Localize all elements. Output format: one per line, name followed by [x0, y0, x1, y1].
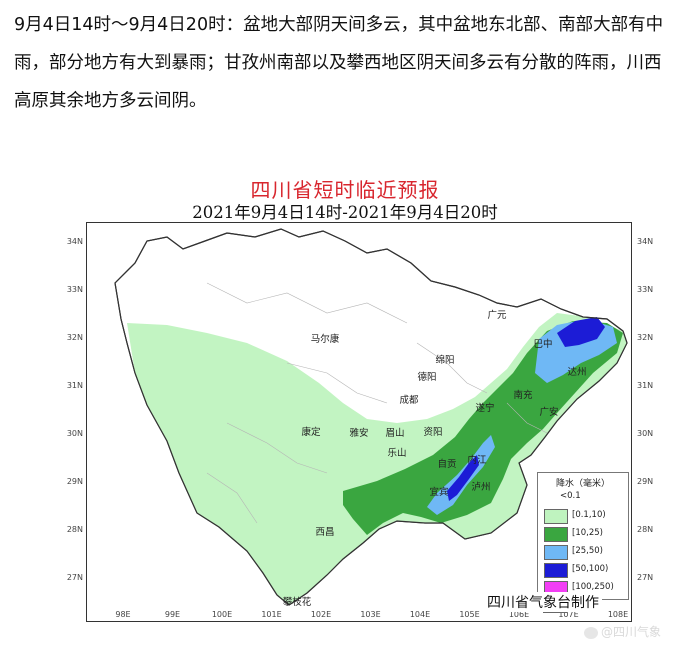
city-label: 马尔康 — [311, 333, 340, 345]
forecast-map: 34N 33N 32N 31N 30N 29N 28N 27N 34N 33N 32N 31N 30N… — [67, 222, 653, 622]
rain-area-storm-south — [447, 455, 479, 501]
legend-item-label: [0.1,10) — [572, 510, 606, 520]
longitude-label: 101E — [261, 610, 281, 619]
city-label: 遂宁 — [475, 402, 494, 414]
latitude-label: 32N — [67, 333, 83, 342]
latitude-label: 27N — [67, 573, 83, 582]
city-label: 达州 — [567, 366, 586, 378]
longitude-label: 102E — [311, 610, 331, 619]
forecast-description: 9月4日14时～9月4日20时：盆地大部阴天间多云，其中盆地东北部、南部大部有中… — [14, 15, 664, 111]
legend-item: [0.1,10) — [544, 509, 628, 524]
weibo-icon — [584, 626, 598, 639]
legend-item: [50,100) — [544, 563, 628, 578]
city-label: 巴中 — [533, 338, 552, 350]
longitude-label: 99E — [165, 610, 180, 619]
latitude-label: 29N — [637, 477, 653, 486]
city-label: 广元 — [487, 309, 507, 321]
city-label: 乐山 — [387, 447, 406, 459]
legend-item: [25,50) — [544, 545, 628, 560]
city-label: 绵阳 — [435, 354, 454, 366]
longitude-label: 98E — [115, 610, 130, 619]
city-label: 成都 — [399, 394, 419, 406]
longitude-label: 103E — [360, 610, 380, 619]
city-label: 泸州 — [471, 482, 490, 493]
city-label: 西昌 — [315, 527, 334, 538]
rain-area-storm-north — [557, 317, 605, 347]
watermark-text: @四川气象 — [601, 625, 662, 639]
longitude-label: 107E — [558, 610, 578, 619]
legend-title: 降水（毫米） — [555, 479, 610, 489]
longitude-label: 105E — [459, 610, 479, 619]
latitude-label: 33N — [637, 285, 653, 294]
map-title: 四川省短时临近预报 — [250, 178, 440, 202]
latitude-label: 27N — [637, 573, 653, 582]
city-label: 眉山 — [385, 428, 404, 439]
city-label: 宜宾 — [429, 486, 448, 498]
city-label: 南充 — [513, 389, 533, 401]
longitude-label: 108E — [608, 610, 628, 619]
latitude-label: 33N — [67, 285, 83, 294]
latitude-label: 30N — [67, 429, 83, 438]
legend-item-label: [10,25) — [572, 528, 603, 538]
latitude-labels-left: 34N 33N 32N 31N 30N 29N 28N 27N — [67, 237, 83, 582]
city-label: 广安 — [539, 406, 558, 418]
legend-item-label: <0.1 — [560, 491, 581, 501]
city-label: 资阳 — [423, 427, 442, 438]
latitude-label: 32N — [637, 333, 653, 342]
latitude-label: 31N — [637, 381, 653, 390]
latitude-label: 30N — [637, 429, 653, 438]
longitude-label: 100E — [212, 610, 232, 619]
longitude-label: 104E — [410, 610, 430, 619]
city-label: 自贡 — [437, 458, 456, 470]
legend-swatch — [544, 563, 568, 578]
latitude-label: 34N — [67, 237, 83, 246]
county-boundaries — [206, 282, 548, 524]
legend-item-label: [50,100) — [572, 564, 609, 574]
map-canvas: 34N 33N 32N 31N 30N 29N 28N 27N 34N 33N 32N 31N 30N… — [67, 228, 653, 619]
legend-swatch — [544, 509, 568, 524]
map-subtitle: 2021年9月4日14时-2021年9月4日20时 — [192, 203, 498, 222]
longitude-labels: 98E 99E 100E 101E 102E 103E 104E 105E 106E 107E 10… — [115, 610, 628, 619]
city-label: 雅安 — [349, 427, 368, 439]
latitude-label: 31N — [67, 381, 83, 390]
latitude-labels-right: 34N 33N 32N 31N 30N 29N 28N 27N — [637, 237, 653, 582]
city-label: 德阳 — [417, 371, 436, 383]
city-label: 康定 — [301, 426, 321, 438]
legend-swatch — [544, 545, 568, 560]
legend-item-label: [100,250) — [572, 582, 614, 592]
legend-item: [10,25) — [544, 527, 628, 542]
credit-text: 四川省气象台制作 — [484, 592, 602, 612]
precipitation-legend: 降水（毫米） <0.1 [0.1,10) [10,25) [25,50) [50… — [537, 472, 629, 600]
city-label: 内江 — [467, 454, 487, 466]
longitude-label: 106E — [509, 610, 529, 619]
watermark: @四川气象 — [584, 623, 661, 640]
legend-swatch — [544, 527, 568, 542]
latitude-label: 34N — [637, 237, 653, 246]
city-label: 攀枝花 — [283, 596, 312, 608]
latitude-label: 29N — [67, 477, 83, 486]
legend-item-label: [25,50) — [572, 546, 603, 556]
latitude-label: 28N — [67, 525, 83, 534]
latitude-label: 28N — [637, 525, 653, 534]
